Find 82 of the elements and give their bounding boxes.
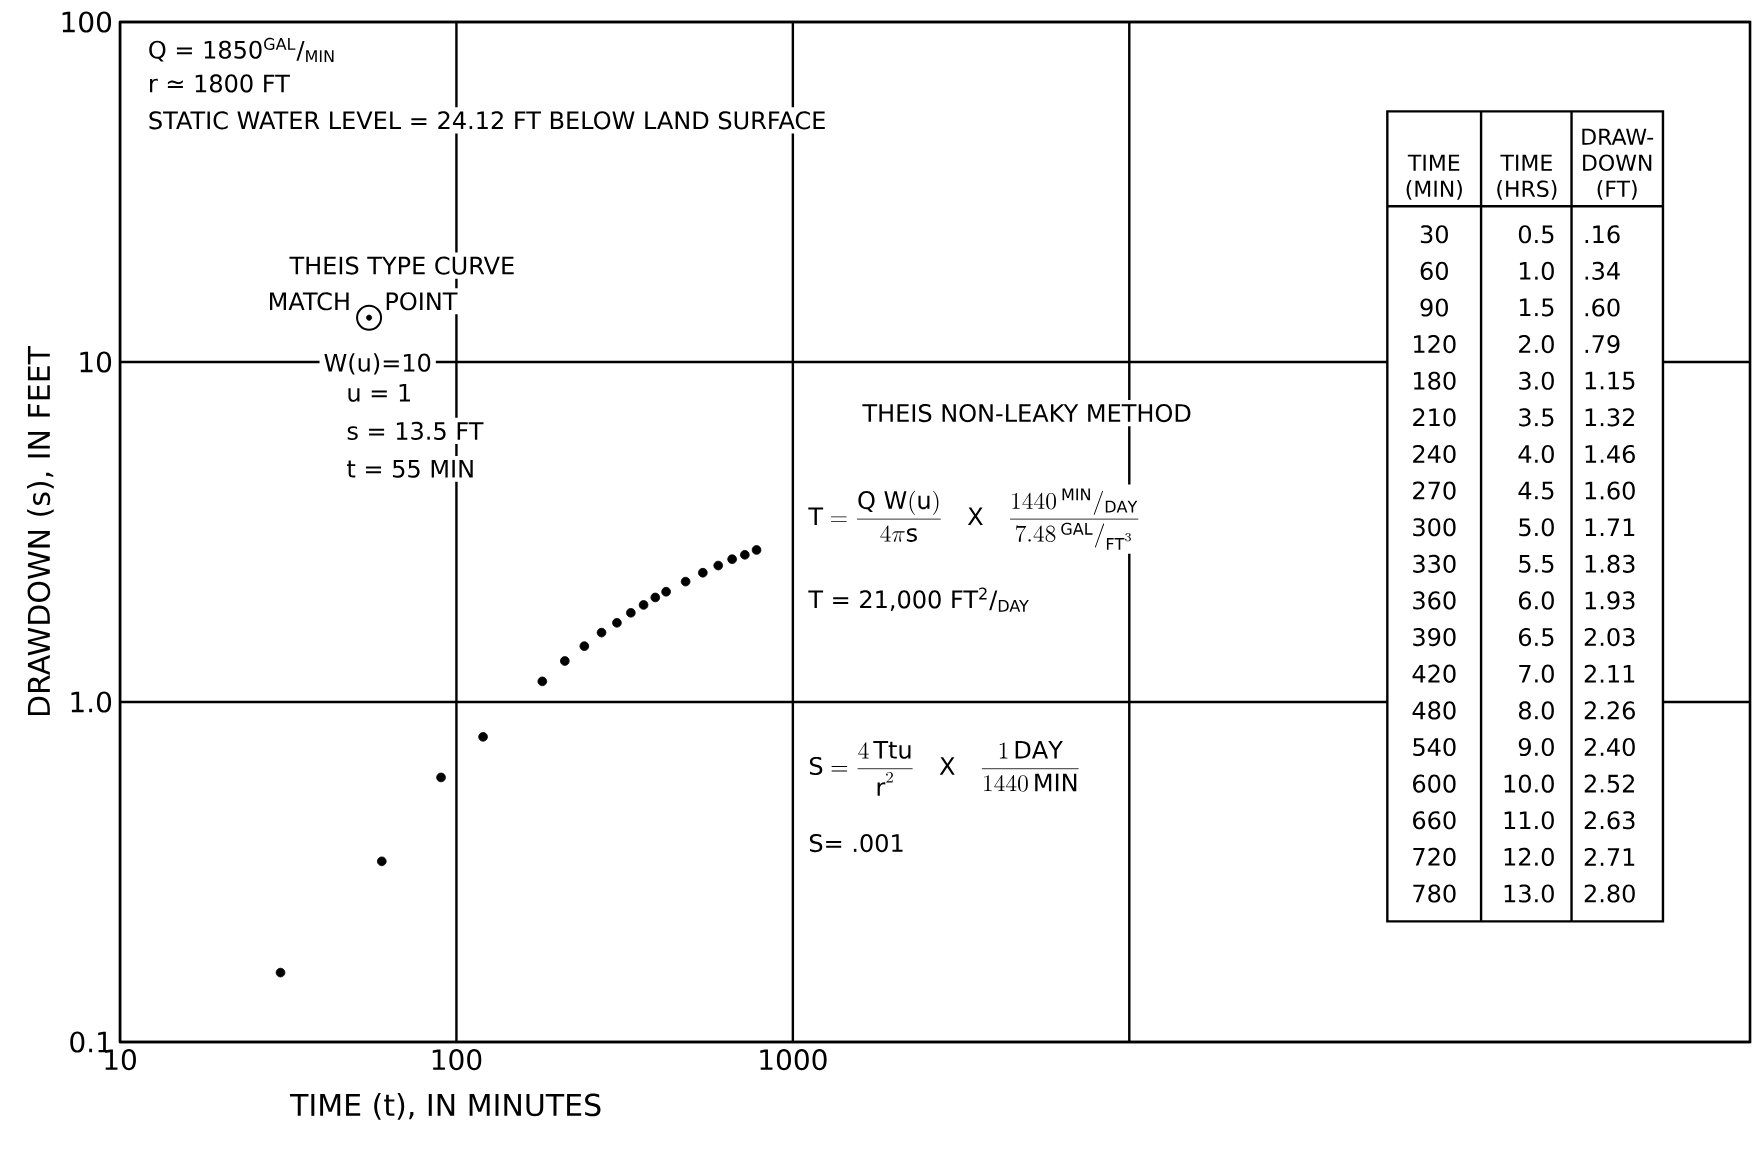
annotation: 1.46 [1585, 444, 1635, 464]
annotation: 660 [1413, 811, 1456, 830]
annotation: 360 [1413, 591, 1456, 610]
annotation: 30 [1420, 225, 1448, 244]
annotation: 2.0 [1519, 335, 1554, 354]
annotation: THEIS NON-LEAKY METHOD [862, 404, 1191, 423]
annotation: 6.0 [1518, 591, 1554, 610]
annotation: 2.03 [1584, 627, 1635, 647]
annotation: 0.5 [1518, 225, 1554, 244]
annotation: 8.0 [1518, 701, 1554, 720]
annotation: 210 [1413, 408, 1456, 427]
annotation: 120 [1414, 335, 1456, 354]
annotation: 180 [1414, 371, 1456, 390]
x-axis-title: TIME (t), IN MINUTES [289, 1093, 601, 1120]
annotation: 5.0 [1519, 518, 1554, 537]
annotation: 1.93 [1585, 591, 1635, 610]
annotation: 300 [1413, 518, 1456, 537]
y-tick-label: 10 [80, 351, 112, 373]
annotation: 3.0 [1519, 371, 1554, 390]
annotation: 2.52 [1584, 774, 1635, 793]
annotation: 4.0 [1518, 444, 1554, 464]
annotation: 2.63 [1584, 811, 1635, 830]
annotation: S= .001 [809, 834, 903, 853]
annotation: 5.5 [1519, 554, 1554, 573]
annotation: s = 13.5 FT [347, 421, 484, 440]
annotation: STATIC WATER LEVEL = 24.12 FT BELOW LAND SURFACE [149, 111, 825, 130]
annotation: u = 1 [348, 383, 411, 402]
annotation: 240 [1413, 444, 1456, 464]
annotation: 2.71 [1584, 847, 1635, 866]
annotation: 10.0 [1504, 774, 1554, 793]
y-tick-label: 100 [62, 11, 112, 33]
annotation: 3.5 [1519, 408, 1554, 427]
annotation: 1.71 [1585, 518, 1635, 536]
annotation: 1.15 [1585, 371, 1635, 390]
annotation: 12.0 [1504, 847, 1554, 866]
annotation: 1.0 [1519, 261, 1554, 280]
annotation: 720 [1413, 847, 1456, 866]
annotation: 780 [1413, 884, 1456, 903]
annotation: 11.0 [1504, 811, 1554, 830]
annotation: 390 [1413, 627, 1456, 647]
annotation: 330 [1413, 554, 1456, 573]
annotation: 480 [1412, 701, 1456, 720]
annotation: 7.0 [1519, 664, 1554, 683]
annotation: 1.60 [1585, 481, 1635, 500]
annotation: Q = 1850$^{GAL}$/$_{MIN}$ [149, 37, 334, 63]
annotation: 4.5 [1518, 481, 1554, 500]
annotation: 6.5 [1518, 627, 1554, 647]
annotation: t = 55 MIN [347, 459, 473, 478]
annotation: $\mathrm{T} = \frac{\mathrm{Q\ W(u)}}{4\pi \mathrm{s}}\quad \mathrm{X}\quad \frac{1440\,^{\mathrm{MIN}}/_{\mathrm{DAY}}}{7.48\,^{\mathrm{GAL}}/_{\mathrm{FT}^{3}}}$ [808, 488, 1139, 550]
annotation: $\mathrm{S} = \frac{4\,\mathrm{Ttu}}{\mathrm{r}^{2}}\quad \mathrm{X}\quad \frac{1\,\mathrm{DAY}}{1440\,\mathrm{MIN}}$ [809, 740, 1079, 796]
y-axis-title: DRAWDOWN (s), IN FEET [27, 345, 54, 716]
annotation: 1.32 [1585, 408, 1635, 427]
annotation: TIME (HRS) [1497, 154, 1557, 200]
annotation: 2.26 [1584, 701, 1635, 720]
annotation: .79 [1585, 335, 1620, 354]
annotation: 600 [1413, 774, 1456, 793]
annotation: 1.83 [1585, 554, 1635, 573]
annotation: 90 [1420, 298, 1448, 317]
annotation: 2.80 [1584, 884, 1635, 903]
annotation: .16 [1585, 225, 1620, 244]
annotation: 420 [1412, 664, 1456, 683]
annotation: 2.11 [1584, 664, 1635, 683]
x-tick-label: 1000 [760, 1049, 827, 1071]
annotation: 9.0 [1518, 737, 1554, 757]
annotation: MATCH [270, 292, 349, 311]
annotation: 1.5 [1519, 298, 1554, 317]
annotation: TIME (MIN) [1406, 154, 1462, 200]
annotation: r ≃ 1800 FT [150, 74, 290, 93]
annotation: DRAW-DOWN (FT) [1582, 128, 1654, 200]
annotation: .60 [1585, 298, 1620, 317]
annotation: 60 [1420, 261, 1448, 280]
annotation: 540 [1413, 737, 1456, 757]
x-tick-label: 100 [432, 1049, 482, 1071]
annotation: 13.0 [1504, 884, 1554, 903]
annotation: THEIS TYPE CURVE [289, 256, 514, 275]
annotation: T = 21,000 FT$^{2}$/$_{DAY}$ [808, 587, 1029, 612]
annotation: W(u)=10 [324, 353, 431, 375]
annotation: 270 [1413, 481, 1456, 500]
annotation: .34 [1585, 261, 1620, 280]
annotation: POINT [386, 292, 458, 311]
annotation: 2.40 [1584, 737, 1635, 757]
y-tick-label: 1.0 [71, 691, 112, 713]
